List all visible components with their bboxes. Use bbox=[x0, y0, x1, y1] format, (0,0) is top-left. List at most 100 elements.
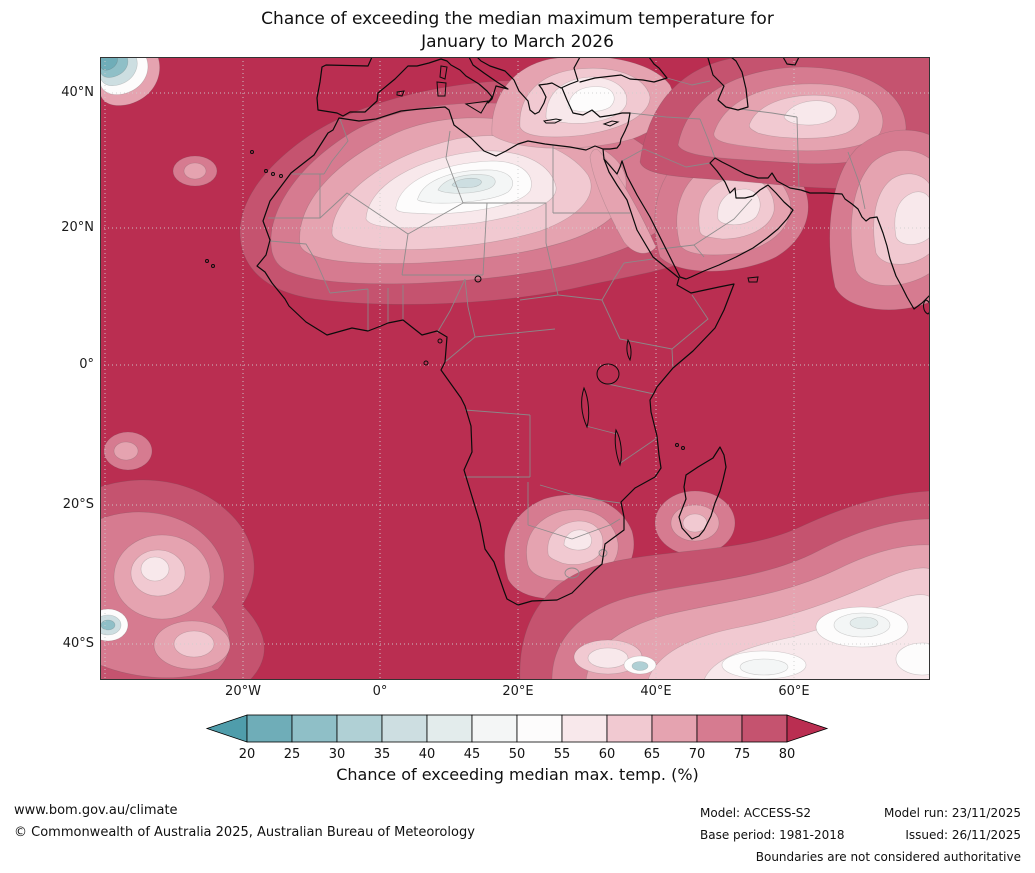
colorbar-left-arrow bbox=[205, 714, 248, 743]
island-dot bbox=[205, 259, 209, 263]
footer-url: www.bom.gov.au/climate bbox=[14, 803, 178, 818]
colorbar-segment bbox=[561, 714, 608, 743]
colorbar-tick: 30 bbox=[328, 747, 346, 762]
footer-copyright: © Commonwealth of Australia 2025, Austra… bbox=[14, 825, 475, 840]
border-line bbox=[329, 288, 369, 294]
colorbar-segment bbox=[291, 714, 338, 743]
colorbar-segment bbox=[426, 714, 473, 743]
border-line bbox=[618, 437, 658, 465]
colorbar-tick: 70 bbox=[688, 747, 706, 762]
border-line bbox=[847, 151, 866, 210]
lat-tick-40s: 40°S bbox=[62, 636, 94, 651]
lat-tick-40n: 40°N bbox=[61, 85, 94, 100]
coastline-iberia-italy bbox=[316, 56, 509, 117]
lakes bbox=[474, 275, 632, 467]
coastlines bbox=[205, 56, 931, 606]
colorbar-segment bbox=[696, 714, 743, 743]
contour-band bbox=[849, 616, 879, 630]
lake-victoria bbox=[596, 363, 620, 385]
colorbar-segment bbox=[741, 714, 788, 743]
map-area bbox=[87, 56, 949, 681]
colorbar-tick: 55 bbox=[553, 747, 571, 762]
contour-band bbox=[183, 162, 207, 180]
colorbar-tick: 60 bbox=[598, 747, 616, 762]
colorbar-tick: 40 bbox=[418, 747, 436, 762]
island-dot bbox=[681, 446, 685, 450]
island-dot bbox=[279, 174, 283, 178]
border-line bbox=[474, 328, 556, 338]
island-dot bbox=[437, 338, 443, 344]
border-line bbox=[464, 278, 476, 338]
lake-chad bbox=[474, 275, 482, 283]
lat-tick-20s: 20°S bbox=[62, 497, 94, 512]
island-dot bbox=[675, 443, 679, 447]
map-canvas bbox=[87, 56, 949, 681]
border-line bbox=[571, 518, 621, 540]
colorbar-segment bbox=[381, 714, 428, 743]
border-line bbox=[436, 278, 466, 334]
contour-band bbox=[563, 529, 592, 551]
contour-band bbox=[631, 661, 649, 671]
border-line bbox=[585, 425, 618, 435]
border-line bbox=[323, 118, 349, 175]
colorbar-tick: 35 bbox=[373, 747, 391, 762]
border-line bbox=[269, 240, 317, 262]
lake-malawi bbox=[614, 428, 622, 467]
colorbar-tick: 25 bbox=[283, 747, 301, 762]
border-line bbox=[482, 202, 488, 276]
colorbar bbox=[205, 714, 829, 743]
title-line2: January to March 2026 bbox=[421, 32, 614, 52]
footer-base-period: Base period: 1981-2018 bbox=[700, 828, 845, 842]
colorbar-tick: 75 bbox=[733, 747, 751, 762]
border-line bbox=[545, 203, 559, 296]
contour-band bbox=[894, 191, 931, 245]
contour-band bbox=[567, 86, 615, 113]
coastline-levant-turkey bbox=[561, 87, 631, 150]
probability-field bbox=[87, 56, 949, 681]
border-line bbox=[671, 294, 709, 350]
lon-tick-20w: 20°W bbox=[225, 684, 261, 699]
island-corsica bbox=[439, 65, 448, 80]
colorbar-segment bbox=[246, 714, 293, 743]
border-line bbox=[643, 148, 711, 168]
border-line bbox=[557, 294, 603, 301]
colorbar-segment bbox=[516, 714, 563, 743]
island-dot bbox=[250, 150, 254, 154]
contour-band bbox=[173, 630, 215, 658]
footer-issued: Issued: 26/11/2025 bbox=[905, 828, 1021, 842]
border-line bbox=[623, 258, 654, 264]
lon-tick-60e: 60°E bbox=[778, 684, 810, 699]
border-line bbox=[629, 112, 701, 120]
border-line bbox=[315, 260, 331, 294]
colorbar-segment bbox=[651, 714, 698, 743]
lake-tanganyika bbox=[581, 386, 590, 429]
island-crete bbox=[542, 118, 563, 124]
border-line bbox=[621, 148, 645, 162]
island-dot bbox=[423, 360, 429, 366]
contour-band bbox=[113, 441, 139, 461]
coastline-aral bbox=[782, 56, 800, 66]
contour-band bbox=[739, 658, 789, 676]
island-sardinia bbox=[436, 81, 447, 97]
colorbar-tick: 45 bbox=[463, 747, 481, 762]
figure-title: Chance of exceeding the median maximum t… bbox=[0, 8, 1035, 54]
lon-tick-20e: 20°E bbox=[502, 684, 534, 699]
colorbar-segment bbox=[471, 714, 518, 743]
border-line bbox=[601, 262, 625, 301]
island-dot bbox=[271, 172, 275, 176]
colorbar-tick: 80 bbox=[778, 747, 796, 762]
coastline-black-sea bbox=[579, 56, 668, 83]
colorbar-right-arrow bbox=[786, 714, 829, 743]
coastline-africa bbox=[256, 106, 735, 606]
border-line bbox=[407, 202, 464, 235]
island-dot bbox=[264, 169, 268, 173]
coastline-balkans-greece bbox=[476, 56, 581, 115]
colorbar-label: Chance of exceeding median max. temp. (%… bbox=[336, 765, 699, 784]
colorbar-tick: 65 bbox=[643, 747, 661, 762]
contour-band bbox=[589, 148, 657, 254]
island-cyprus bbox=[602, 120, 620, 127]
map-frame bbox=[100, 57, 930, 680]
border-line bbox=[519, 294, 559, 301]
contour-band bbox=[100, 619, 116, 631]
